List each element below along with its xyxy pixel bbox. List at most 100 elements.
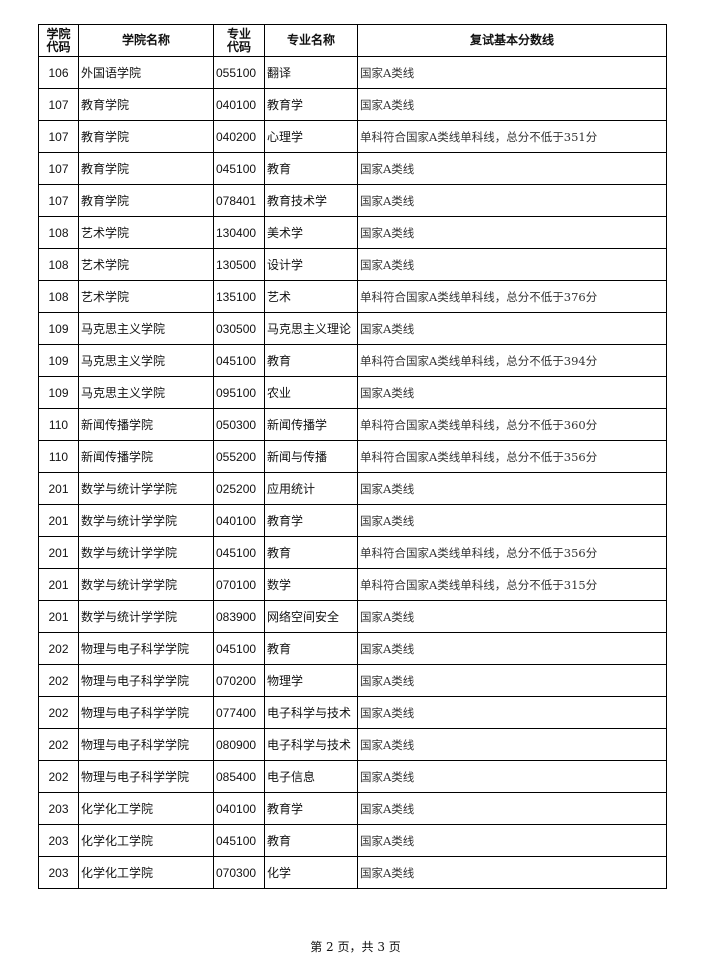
cell-score-line: 单科符合国家A类线单科线，总分不低于356分 <box>357 536 667 569</box>
cell-college-code: 201 <box>38 536 79 569</box>
cell-college-name: 化学化工学院 <box>78 824 214 857</box>
cell-major-code: 077400 <box>213 696 265 729</box>
table-row: 201 数学与统计学学院 083900 网络空间安全 国家A类线 <box>38 600 667 633</box>
cell-college-name: 数学与统计学学院 <box>78 472 214 505</box>
cell-major-name: 物理学 <box>264 664 358 697</box>
cell-score-line: 国家A类线 <box>357 824 667 857</box>
cell-major-name: 教育 <box>264 536 358 569</box>
cell-college-code: 201 <box>38 472 79 505</box>
cell-score-line: 国家A类线 <box>357 184 667 217</box>
cell-college-code: 108 <box>38 216 79 249</box>
cell-college-code: 109 <box>38 344 79 377</box>
cell-college-name: 物理与电子科学学院 <box>78 728 214 761</box>
header-row: 学院 代码 学院名称 专业 代码 专业名称 复试基本分数线 <box>38 24 667 57</box>
cell-college-name: 外国语学院 <box>78 56 214 89</box>
cell-score-line: 国家A类线 <box>357 792 667 825</box>
cell-major-code: 070200 <box>213 664 265 697</box>
cell-college-name: 物理与电子科学学院 <box>78 664 214 697</box>
table-row: 108 艺术学院 130500 设计学 国家A类线 <box>38 248 667 281</box>
header-major-name: 专业名称 <box>264 24 358 57</box>
cell-college-name: 数学与统计学学院 <box>78 600 214 633</box>
cell-major-code: 025200 <box>213 472 265 505</box>
cell-college-code: 107 <box>38 88 79 121</box>
header-text: 代码 <box>226 39 251 54</box>
cell-college-name: 教育学院 <box>78 88 214 121</box>
cell-score-line: 国家A类线 <box>357 504 667 537</box>
table-row: 108 艺术学院 135100 艺术 单科符合国家A类线单科线，总分不低于376分 <box>38 280 667 313</box>
cell-score-line: 单科符合国家A类线单科线，总分不低于360分 <box>357 408 667 441</box>
cell-score-line: 国家A类线 <box>357 760 667 793</box>
cell-score-line: 国家A类线 <box>357 728 667 761</box>
table-row: 203 化学化工学院 070300 化学 国家A类线 <box>38 856 667 889</box>
header-major-code: 专业 代码 <box>213 24 265 57</box>
cell-college-name: 艺术学院 <box>78 280 214 313</box>
cell-major-code: 095100 <box>213 376 265 409</box>
cell-major-code: 130500 <box>213 248 265 281</box>
table-row: 110 新闻传播学院 055200 新闻与传播 单科符合国家A类线单科线，总分不低于35… <box>38 440 667 473</box>
cell-score-line: 国家A类线 <box>357 56 667 89</box>
cell-major-name: 农业 <box>264 376 358 409</box>
cell-score-line: 国家A类线 <box>357 88 667 121</box>
cell-major-code: 040100 <box>213 88 265 121</box>
cell-score-line: 单科符合国家A类线单科线，总分不低于315分 <box>357 568 667 601</box>
header-college-code: 学院 代码 <box>38 24 79 57</box>
cell-major-name: 心理学 <box>264 120 358 153</box>
cell-major-code: 055200 <box>213 440 265 473</box>
cell-score-line: 国家A类线 <box>357 856 667 889</box>
cell-major-name: 化学 <box>264 856 358 889</box>
cell-college-name: 新闻传播学院 <box>78 440 214 473</box>
cell-college-code: 203 <box>38 856 79 889</box>
table-row: 107 教育学院 078401 教育技术学 国家A类线 <box>38 184 667 217</box>
table-row: 109 马克思主义学院 045100 教育 单科符合国家A类线单科线，总分不低于394分 <box>38 344 667 377</box>
cell-score-line: 国家A类线 <box>357 472 667 505</box>
cell-score-line: 国家A类线 <box>357 312 667 345</box>
cell-score-line: 国家A类线 <box>357 248 667 281</box>
cell-college-code: 202 <box>38 760 79 793</box>
cell-college-code: 201 <box>38 600 79 633</box>
cell-score-line: 国家A类线 <box>357 664 667 697</box>
table-row: 203 化学化工学院 045100 教育 国家A类线 <box>38 824 667 857</box>
table-row: 201 数学与统计学学院 025200 应用统计 国家A类线 <box>38 472 667 505</box>
cell-college-name: 数学与统计学学院 <box>78 536 214 569</box>
cell-score-line: 国家A类线 <box>357 696 667 729</box>
cell-score-line: 单科符合国家A类线单科线，总分不低于376分 <box>357 280 667 313</box>
cell-college-name: 物理与电子科学学院 <box>78 632 214 665</box>
table-row: 107 教育学院 045100 教育 国家A类线 <box>38 152 667 185</box>
cell-college-code: 109 <box>38 376 79 409</box>
cell-college-name: 化学化工学院 <box>78 856 214 889</box>
cell-college-name: 教育学院 <box>78 152 214 185</box>
cell-major-name: 数学 <box>264 568 358 601</box>
table-row: 107 教育学院 040100 教育学 国家A类线 <box>38 88 667 121</box>
table-row: 110 新闻传播学院 050300 新闻传播学 单科符合国家A类线单科线，总分不低于36… <box>38 408 667 441</box>
cell-score-line: 单科符合国家A类线单科线，总分不低于351分 <box>357 120 667 153</box>
cell-major-name: 教育 <box>264 824 358 857</box>
cell-college-name: 新闻传播学院 <box>78 408 214 441</box>
cell-college-code: 107 <box>38 152 79 185</box>
cell-major-code: 080900 <box>213 728 265 761</box>
cell-major-code: 045100 <box>213 632 265 665</box>
table-row: 201 数学与统计学学院 045100 教育 单科符合国家A类线单科线，总分不低于356… <box>38 536 667 569</box>
header-score-line: 复试基本分数线 <box>357 24 667 57</box>
cell-college-name: 化学化工学院 <box>78 792 214 825</box>
cell-major-name: 教育 <box>264 152 358 185</box>
cell-major-code: 135100 <box>213 280 265 313</box>
cell-college-code: 202 <box>38 632 79 665</box>
header-text: 专业 <box>226 26 251 41</box>
cell-major-name: 电子科学与技术 <box>264 696 358 729</box>
cell-college-name: 艺术学院 <box>78 248 214 281</box>
table-row: 203 化学化工学院 040100 教育学 国家A类线 <box>38 792 667 825</box>
cell-college-code: 110 <box>38 440 79 473</box>
cell-major-code: 055100 <box>213 56 265 89</box>
cell-college-code: 110 <box>38 408 79 441</box>
header-college-name: 学院名称 <box>78 24 214 57</box>
cell-major-name: 教育 <box>264 344 358 377</box>
cell-major-name: 设计学 <box>264 248 358 281</box>
cell-major-name: 教育学 <box>264 792 358 825</box>
cell-college-code: 202 <box>38 696 79 729</box>
cell-major-code: 078401 <box>213 184 265 217</box>
table-row: 201 数学与统计学学院 070100 数学 单科符合国家A类线单科线，总分不低于315… <box>38 568 667 601</box>
cell-major-code: 070100 <box>213 568 265 601</box>
cell-major-code: 030500 <box>213 312 265 345</box>
cell-college-name: 物理与电子科学学院 <box>78 696 214 729</box>
page-footer: 第 2 页，共 3 页 <box>310 940 401 954</box>
